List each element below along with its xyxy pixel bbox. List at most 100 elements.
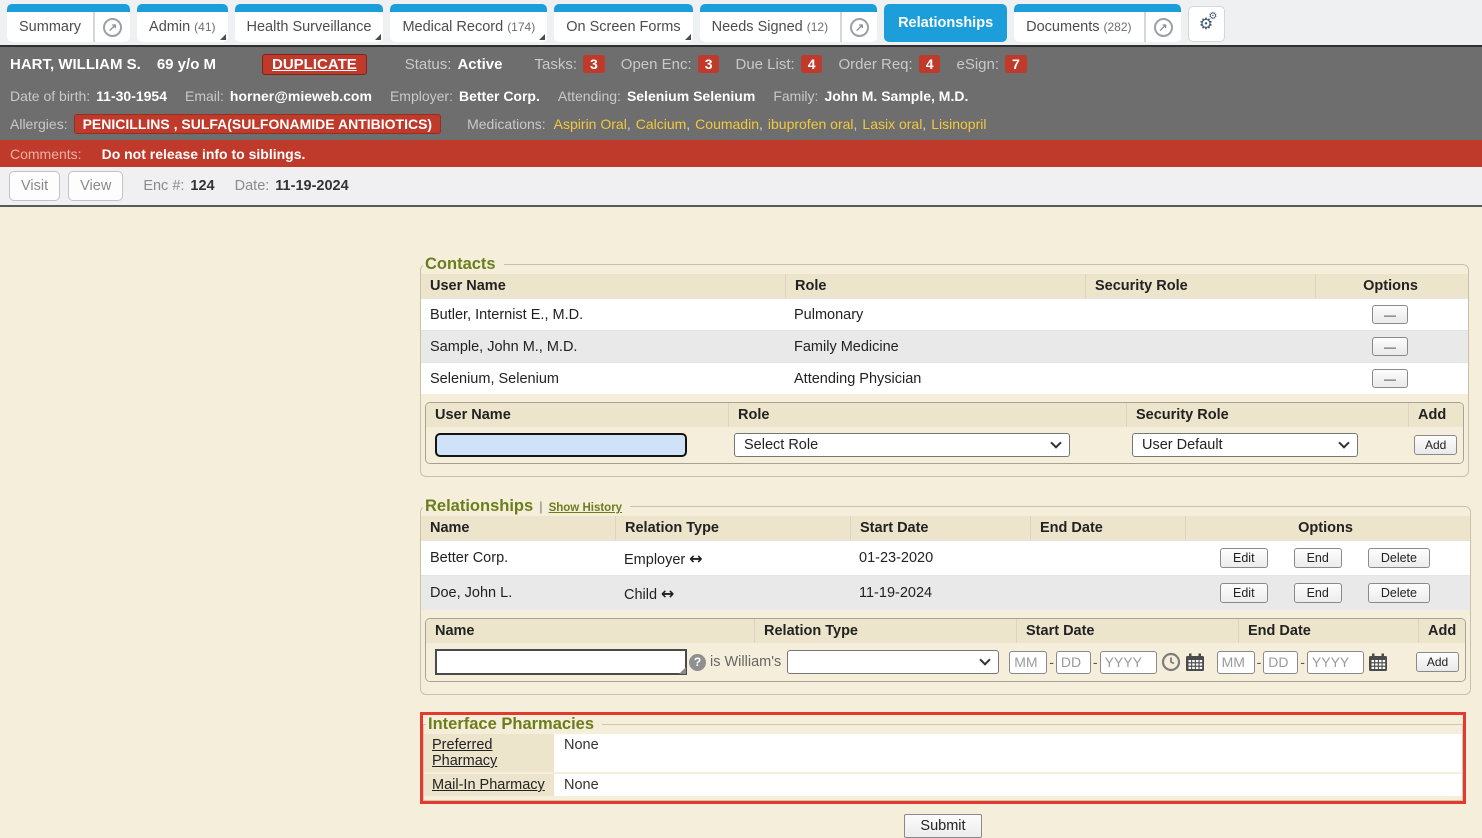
esign-badge[interactable]: 7: [1005, 55, 1027, 73]
family-value: John M. Sample, M.D.: [824, 87, 969, 104]
tab-on-screen-forms[interactable]: On Screen Forms: [554, 12, 693, 42]
start-year-input[interactable]: [1099, 650, 1157, 674]
pharmacy-row: Preferred Pharmacy None: [424, 734, 1462, 774]
relationship-row: Better Corp. Employer ↔ 01-23-2020 Edit E…: [421, 540, 1471, 575]
add-contact-button[interactable]: Add: [1414, 435, 1458, 455]
calendar-icon[interactable]: [1185, 653, 1205, 672]
tab-summary[interactable]: Summary: [7, 12, 94, 42]
enc-number-value: 124: [190, 178, 215, 194]
remove-contact-button[interactable]: —: [1372, 337, 1408, 356]
interface-pharmacies-section: Interface Pharmacies Preferred Pharmacy …: [423, 715, 1463, 801]
tab-medical-record[interactable]: Medical Record (174): [390, 12, 548, 42]
medication-link[interactable]: Aspirin Oral: [553, 116, 627, 132]
tab-label: Summary: [19, 19, 82, 35]
due-list-badge[interactable]: 4: [800, 55, 823, 73]
allergies-value[interactable]: PENICILLINS , SULFA(SULFONAMIDE ANTIBIOT…: [73, 114, 442, 134]
submit-button[interactable]: Submit: [904, 814, 982, 838]
help-icon[interactable]: ?: [689, 653, 706, 671]
start-month-input[interactable]: [1009, 650, 1048, 674]
tab-label: Documents: [1026, 19, 1100, 35]
dropdown-corner-icon: [539, 34, 546, 40]
gear-icon: ⚙: [1208, 11, 1218, 22]
tab-relationships-active[interactable]: Relationships: [884, 4, 1008, 42]
chevron-down-icon: [1338, 437, 1350, 449]
tab-documents[interactable]: Documents (282): [1014, 12, 1144, 42]
remove-contact-button[interactable]: —: [1372, 369, 1408, 388]
contact-row: Sample, John M., M.D. Family Medicine —: [421, 330, 1469, 362]
status-label: Status:: [404, 55, 452, 73]
visit-button[interactable]: Visit: [9, 171, 61, 201]
patient-header: HART, WILLIAM S. 69 y/o M DUPLICATE Stat…: [0, 47, 1482, 140]
medication-link[interactable]: Calcium: [635, 116, 687, 132]
open-enc-label: Open Enc:: [620, 55, 692, 73]
patient-age-sex: 69 y/o M: [156, 55, 217, 73]
settings-button[interactable]: ⚙ ⚙: [1187, 6, 1225, 42]
relationship-row: Doe, John L. Child ↔ 11-19-2024 Edit End …: [421, 575, 1471, 610]
new-contact-security-role-select[interactable]: User Default: [1132, 433, 1358, 457]
new-contact-role-select[interactable]: Select Role: [734, 433, 1070, 457]
edit-relationship-button[interactable]: Edit: [1220, 548, 1268, 568]
show-history-link[interactable]: Show History: [548, 502, 623, 514]
contact-row: Butler, Internist E., M.D. Pulmonary —: [421, 298, 1469, 330]
tab-group-health-surveillance: Health Surveillance: [234, 4, 384, 42]
tab-label: Relationships: [898, 15, 994, 31]
remove-contact-button[interactable]: —: [1372, 305, 1408, 324]
relationship-type: Child ↔: [624, 583, 675, 603]
encounter-bar: Visit View Enc #: 124 Date: 11-19-2024: [0, 167, 1482, 207]
add-relationship-button[interactable]: Add: [1415, 652, 1460, 672]
contact-user-name: Butler, Internist E., M.D.: [430, 306, 584, 323]
calendar-icon[interactable]: [1368, 653, 1388, 672]
column-header-relation-type: Relation Type: [615, 516, 850, 540]
medication-link[interactable]: Lisinopril: [931, 116, 987, 132]
preferred-pharmacy-link[interactable]: Preferred Pharmacy: [432, 737, 498, 769]
duplicate-flag[interactable]: DUPLICATE: [262, 53, 367, 75]
tab-group-admin: Admin (41): [137, 4, 228, 42]
tab-needs-signed[interactable]: Needs Signed (12): [699, 12, 841, 42]
selected-security-role: User Default: [1142, 437, 1223, 453]
end-relationship-button[interactable]: End: [1293, 548, 1342, 568]
tab-group-summary: Summary ↗: [7, 4, 131, 42]
delete-relationship-button[interactable]: Delete: [1367, 583, 1430, 603]
contact-security-role: [1085, 343, 1315, 351]
contact-user-name: Selenium, Selenium: [430, 370, 559, 387]
relationships-table-header: Name Relation Type Start Date End Date O…: [421, 516, 1471, 540]
end-year-input[interactable]: [1306, 650, 1364, 674]
preferred-pharmacy-value: None: [554, 734, 1462, 772]
new-contact-user-name-input[interactable]: [435, 433, 687, 457]
dropdown-corner-icon: [219, 34, 226, 40]
new-relationship-name-input[interactable]: [435, 649, 687, 675]
tab-summary-popout-button[interactable]: ↗: [95, 12, 131, 42]
comments-label: Comments:: [10, 145, 82, 162]
tab-health-surveillance[interactable]: Health Surveillance: [234, 12, 384, 42]
tab-group-on-screen-forms: On Screen Forms: [554, 4, 693, 42]
medication-link[interactable]: Lasix oral: [862, 116, 923, 132]
tab-admin[interactable]: Admin (41): [137, 12, 228, 42]
medication-link[interactable]: Coumadin: [695, 116, 759, 132]
view-button[interactable]: View: [68, 171, 124, 201]
tasks-badge[interactable]: 3: [583, 55, 605, 73]
clock-icon[interactable]: [1161, 652, 1181, 672]
delete-relationship-button[interactable]: Delete: [1367, 548, 1430, 568]
allergies-label: Allergies:: [10, 116, 68, 132]
open-enc-badge[interactable]: 3: [697, 55, 720, 73]
tab-documents-popout-button[interactable]: ↗: [1145, 12, 1181, 42]
end-day-input[interactable]: [1263, 650, 1299, 674]
resize-grip-icon[interactable]: [679, 667, 686, 674]
relationship-name: Doe, John L.: [430, 585, 513, 601]
comments-text: Do not release info to siblings.: [101, 145, 306, 162]
mail-in-pharmacy-value: None: [554, 774, 1462, 796]
mail-in-pharmacy-link[interactable]: Mail-In Pharmacy: [432, 777, 545, 793]
start-day-input[interactable]: [1055, 650, 1091, 674]
end-month-input[interactable]: [1216, 650, 1255, 674]
column-header-options: Options: [1315, 274, 1465, 298]
tab-label: On Screen Forms: [566, 19, 681, 35]
new-relationship-type-select[interactable]: [787, 650, 1000, 674]
add-rel-header-name: Name: [435, 623, 475, 639]
medication-link[interactable]: ibuprofen oral: [767, 116, 854, 132]
order-req-badge[interactable]: 4: [918, 55, 941, 73]
edit-relationship-button[interactable]: Edit: [1220, 583, 1268, 603]
tab-needs-signed-popout-button[interactable]: ↗: [842, 12, 878, 42]
end-relationship-button[interactable]: End: [1293, 583, 1342, 603]
relationship-end-date: [1030, 554, 1185, 562]
external-link-icon: ↗: [103, 17, 123, 37]
